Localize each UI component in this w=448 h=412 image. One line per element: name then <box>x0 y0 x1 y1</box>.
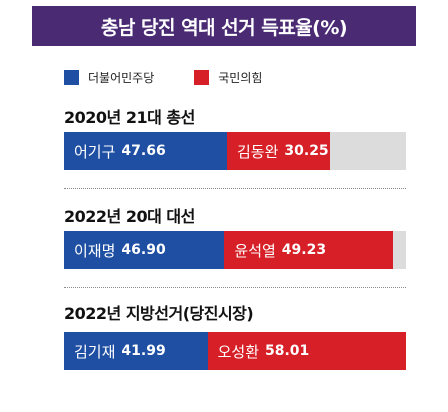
vote-share-label: 49.23 <box>281 242 327 258</box>
bar-segment-democratic-2022-local: 김기재 41.99 <box>64 332 208 370</box>
legend-swatch-ppp <box>194 69 210 85</box>
bar-track-2022-presidential: 이재명 46.90 윤석열 49.23 <box>64 231 406 269</box>
bar-segment-ppp-2022-local: 오성환 58.01 <box>207 332 406 370</box>
vote-share-label: 47.66 <box>121 143 166 159</box>
section-title-2020-general: 2020년 21대 총선 <box>64 108 195 127</box>
chart-title: 충남 당진 역대 선거 득표율(%) <box>32 6 416 46</box>
legend-item-ppp: 국민의힘 <box>194 69 262 86</box>
legend-label-democratic: 더불어민주당 <box>88 70 155 85</box>
legend-swatch-democratic <box>64 69 79 85</box>
section-divider <box>64 188 406 189</box>
bar-segment-ppp-2020: 김동완 30.25 <box>226 132 331 170</box>
legend-label-ppp: 국민의힘 <box>218 70 263 85</box>
candidate-name: 김기재 <box>74 342 116 361</box>
bar-track-2022-local: 김기재 41.99 오성환 58.01 <box>64 332 406 370</box>
section-divider <box>64 287 406 288</box>
section-title-2022-presidential: 2022년 20대 대선 <box>64 207 195 226</box>
section-title-2022-local: 2022년 지방선거(당진시장) <box>64 304 254 323</box>
vote-share-label: 58.01 <box>265 343 310 359</box>
bar-segment-democratic-2020: 어기구 47.66 <box>64 132 227 170</box>
candidate-name: 오성환 <box>217 342 259 361</box>
candidate-name: 이재명 <box>74 241 116 260</box>
bar-track-2020-general: 어기구 47.66 김동완 30.25 <box>64 132 406 170</box>
legend-item-democratic: 더불어민주당 <box>64 69 154 86</box>
chart-frame: 충남 당진 역대 선거 득표율(%) 더불어민주당 국민의힘 2020년 21대… <box>32 6 416 404</box>
candidate-name: 윤석열 <box>234 241 276 260</box>
candidate-name: 김동완 <box>236 142 279 161</box>
vote-share-label: 41.99 <box>121 343 166 359</box>
candidate-name: 어기구 <box>74 142 116 161</box>
vote-share-label: 30.25 <box>284 143 329 159</box>
legend: 더불어민주당 국민의힘 <box>64 68 302 86</box>
bar-segment-ppp-2022-pres: 윤석열 49.23 <box>224 231 393 269</box>
vote-share-label: 46.90 <box>121 242 166 258</box>
bar-segment-democratic-2022-pres: 이재명 46.90 <box>64 231 225 269</box>
